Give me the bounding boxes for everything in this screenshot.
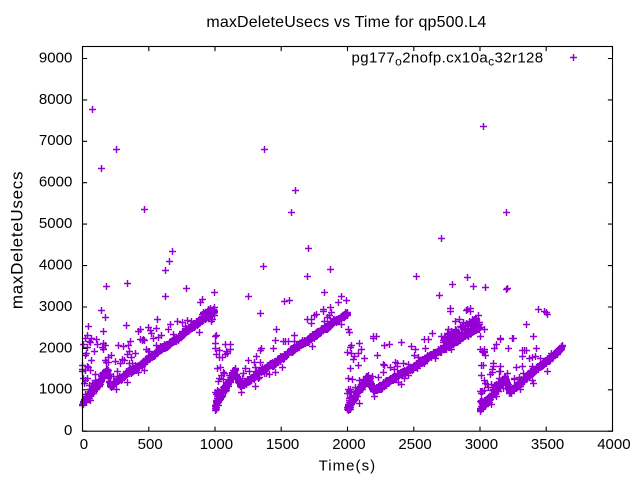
svg-text:1500: 1500: [266, 436, 299, 453]
svg-text:1000: 1000: [39, 381, 72, 398]
svg-text:8000: 8000: [39, 91, 72, 108]
svg-text:7000: 7000: [39, 132, 72, 149]
svg-text:Time(s): Time(s): [319, 458, 377, 475]
svg-text:6000: 6000: [39, 174, 72, 191]
svg-text:maxDeleteUsecs: maxDeleteUsecs: [8, 171, 27, 309]
svg-text:500: 500: [138, 436, 163, 453]
svg-text:9000: 9000: [39, 49, 72, 66]
svg-text:3500: 3500: [531, 436, 564, 453]
svg-text:2000: 2000: [39, 339, 72, 356]
svg-text:maxDeleteUsecs vs Time for qp5: maxDeleteUsecs vs Time for qp500.L4: [206, 14, 486, 31]
svg-text:2500: 2500: [398, 436, 431, 453]
svg-text:0: 0: [80, 436, 88, 453]
svg-text:3000: 3000: [39, 298, 72, 315]
svg-text:0: 0: [64, 422, 72, 439]
svg-text:pg177o2nofp.cx10ac32r128: pg177o2nofp.cx10ac32r128: [352, 50, 544, 69]
svg-text:5000: 5000: [39, 215, 72, 232]
svg-text:4000: 4000: [597, 436, 630, 453]
svg-text:1000: 1000: [200, 436, 233, 453]
svg-text:4000: 4000: [39, 257, 72, 274]
svg-text:3000: 3000: [465, 436, 498, 453]
svg-text:2000: 2000: [332, 436, 365, 453]
